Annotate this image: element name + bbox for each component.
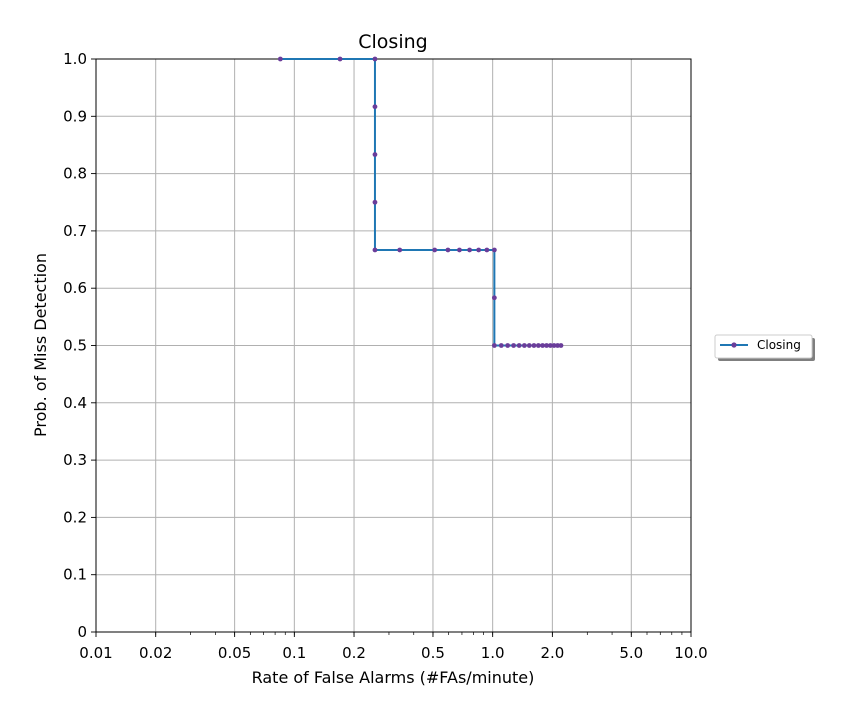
data-point: [491, 343, 497, 348]
data-point: [531, 343, 537, 348]
y-tick-label: 0: [77, 623, 87, 641]
data-point: [372, 56, 378, 62]
grid-lines: [95, 58, 692, 633]
x-tick-label: 1.0: [481, 644, 505, 662]
data-point: [277, 56, 283, 62]
x-tick-label: 5.0: [619, 644, 643, 662]
y-tick-label: 0.6: [63, 279, 87, 297]
y-tick-label: 0.4: [63, 394, 87, 412]
data-point: [445, 247, 451, 253]
x-tick-label: 2.0: [540, 644, 564, 662]
data-point: [397, 247, 403, 253]
data-point: [372, 247, 378, 253]
data-point: [372, 199, 378, 205]
data-point: [516, 343, 522, 348]
series-line: [280, 58, 561, 347]
x-tick-label: 10.0: [674, 644, 707, 662]
x-tick-label: 0.5: [421, 644, 445, 662]
y-tick-label: 0.2: [63, 508, 87, 526]
y-axis-label: Prob. of Miss Detection: [31, 253, 50, 437]
data-point: [484, 247, 490, 253]
data-point: [521, 343, 527, 348]
y-tick-label: 0.7: [63, 222, 87, 240]
series-layer: [277, 56, 564, 348]
data-point: [372, 152, 378, 157]
x-tick-label: 0.01: [79, 644, 112, 662]
data-point: [432, 247, 438, 253]
tick-labels: 0.01 0.02 0.05 0.1 0.2 0.5 1.0 2.0 5.0 10.0 0 0.1 0.…: [63, 50, 708, 662]
data-point: [526, 343, 532, 348]
x-tick-label: 0.02: [139, 644, 172, 662]
data-point: [544, 343, 549, 348]
data-point: [491, 247, 497, 253]
chart-title: Closing: [358, 31, 427, 53]
data-point: [555, 343, 560, 348]
data-point: [548, 343, 553, 348]
data-point: [457, 247, 462, 253]
data-point: [505, 343, 511, 348]
x-axis-label: Rate of False Alarms (#FAs/minute): [252, 668, 535, 687]
data-point: [476, 247, 482, 253]
legend-box: [714, 334, 813, 359]
data-point: [491, 295, 497, 301]
y-tick-label: 1.0: [63, 50, 87, 68]
legend-label: Closing: [757, 338, 801, 352]
data-point: [372, 104, 378, 110]
x-tick-label: 0.2: [342, 644, 366, 662]
x-tick-label: 0.1: [282, 644, 306, 662]
legend-marker: [731, 342, 737, 348]
data-point: [540, 343, 545, 348]
y-tick-label: 0.8: [63, 165, 87, 183]
plot-frame: [95, 58, 692, 633]
x-tick-label: 0.05: [218, 644, 251, 662]
data-point: [467, 247, 472, 253]
legend: Closing: [714, 334, 815, 361]
data-point: [535, 343, 541, 348]
y-tick-label: 0.5: [63, 337, 87, 355]
data-point: [337, 56, 343, 62]
y-tick-label: 0.3: [63, 451, 87, 469]
data-point: [558, 343, 564, 348]
data-point: [551, 343, 557, 348]
y-tick-label: 0.1: [63, 566, 87, 584]
data-point: [511, 343, 516, 348]
y-tick-label: 0.9: [63, 107, 87, 125]
axis-ticks: [91, 58, 692, 637]
data-point: [498, 343, 504, 348]
